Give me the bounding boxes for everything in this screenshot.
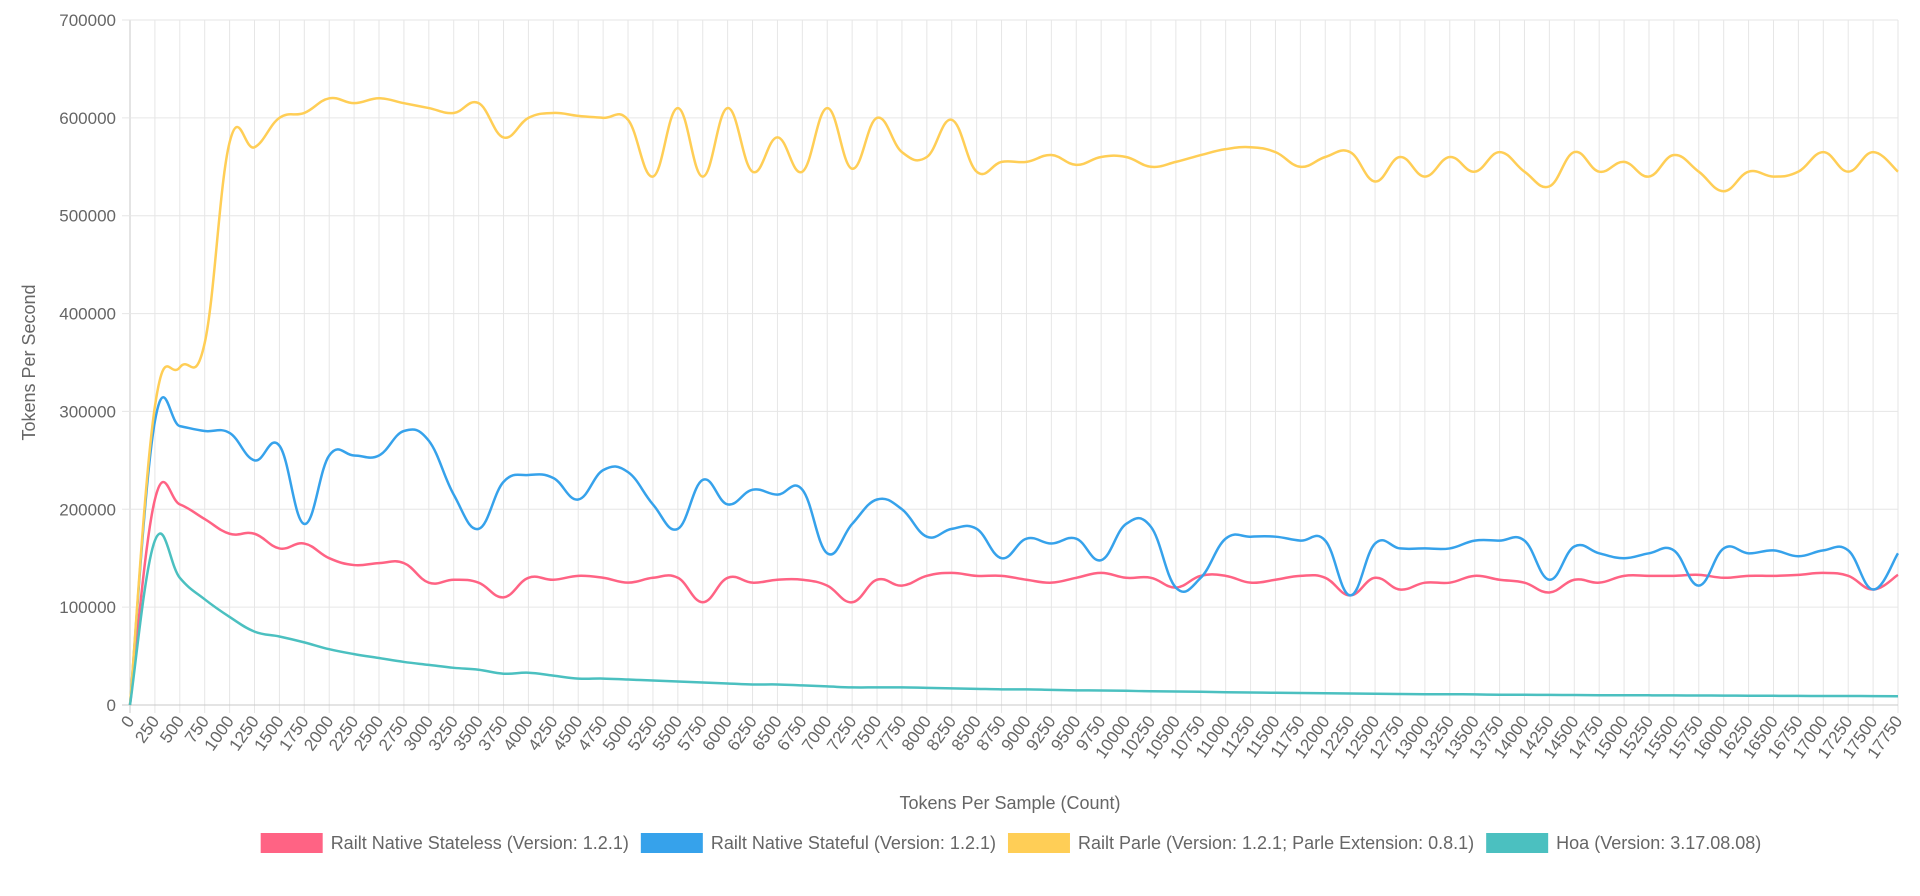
legend-label: Railt Parle (Version: 1.2.1; Parle Exten… (1078, 833, 1474, 853)
y-tick-label: 500000 (59, 207, 116, 226)
legend-label: Railt Native Stateful (Version: 1.2.1) (711, 833, 996, 853)
legend-swatch (1486, 833, 1549, 853)
y-tick-label: 200000 (59, 500, 116, 519)
legend-swatch (260, 833, 323, 853)
x-tick-label: 0 (117, 712, 138, 731)
y-tick-label: 0 (107, 696, 116, 715)
series-line-railt-parle (128, 96, 1899, 706)
y-tick-label: 600000 (59, 109, 116, 128)
legend-swatch (640, 833, 703, 853)
y-tick-label: 300000 (59, 402, 116, 421)
x-tick-label: 250 (131, 712, 163, 746)
y-tick-label: 700000 (59, 11, 116, 30)
y-tick-label: 100000 (59, 598, 116, 617)
series-line-railt-native-stateless (128, 480, 1899, 706)
y-axis-title: Tokens Per Second (19, 284, 39, 440)
grid-lines (122, 19, 1899, 713)
legend-swatch (1007, 833, 1070, 853)
x-tick-label: 500 (156, 712, 188, 746)
legend: Railt Native Stateless (Version: 1.2.1) R… (260, 833, 1761, 853)
series-line-hoa (128, 532, 1899, 706)
legend-label: Hoa (Version: 3.17.08.08) (1556, 833, 1761, 853)
series-line-railt-native-stateful (128, 396, 1900, 706)
legend-label: Railt Native Stateless (Version: 1.2.1) (331, 833, 629, 853)
y-tick-label: 400000 (59, 305, 116, 324)
x-axis-title: Tokens Per Sample (Count) (899, 793, 1120, 813)
